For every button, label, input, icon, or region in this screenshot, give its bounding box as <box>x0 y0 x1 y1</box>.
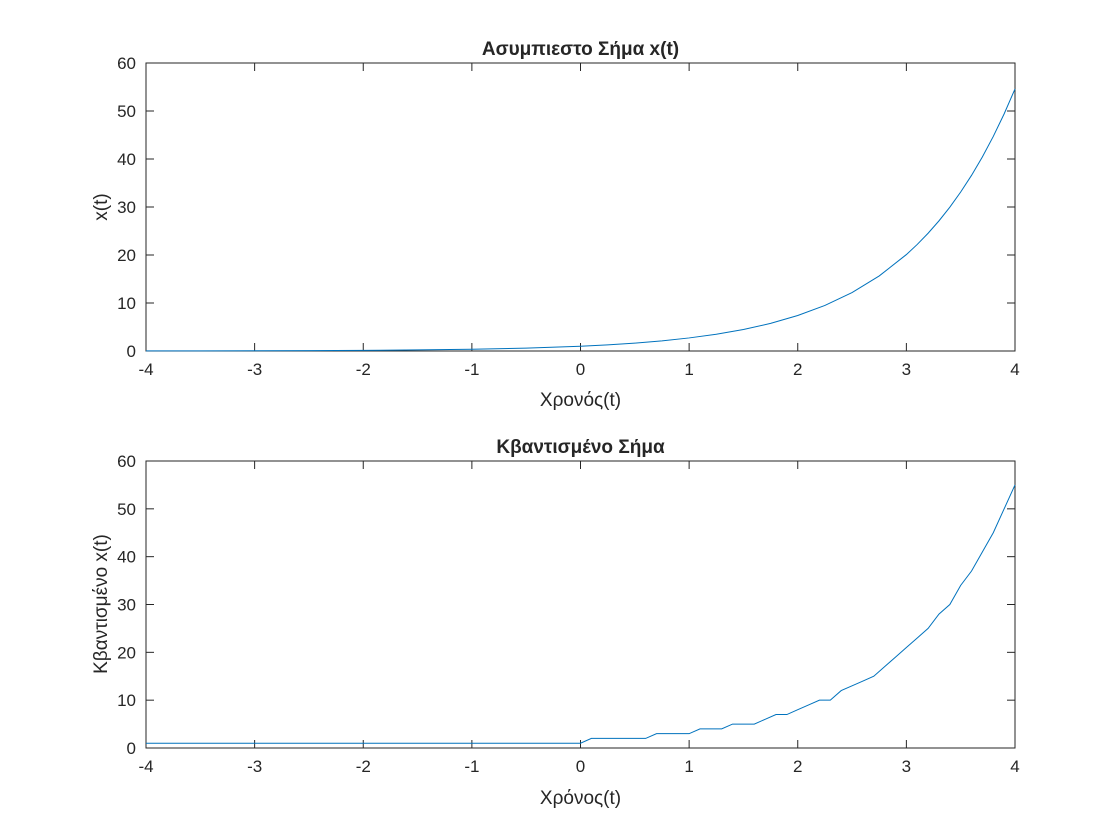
plot-title: Κβαντισμένο Σήμα <box>496 437 665 458</box>
y-tick-label: 0 <box>127 739 136 758</box>
x-tick-label: -1 <box>464 360 479 379</box>
x-tick-label: 1 <box>684 757 693 776</box>
x-tick-label: 0 <box>576 757 585 776</box>
y-tick-label: 60 <box>117 452 136 471</box>
x-tick-label: 3 <box>902 360 911 379</box>
y-tick-label: 40 <box>117 150 136 169</box>
x-axis-label: Χρόνος(t) <box>540 788 621 809</box>
x-axis-label: Χρονός(t) <box>540 390 621 411</box>
x-tick-label: -3 <box>247 360 262 379</box>
x-tick-label: -1 <box>464 757 479 776</box>
x-tick-label: 4 <box>1010 360 1019 379</box>
y-tick-label: 10 <box>117 294 136 313</box>
subplot-uncompressed-signal: Ασυμπιεστο Σήμα x(t) Χρονός(t) x(t) -4 -3… <box>91 39 1020 411</box>
y-axis-label: Κβαντισμένο x(t) <box>91 534 112 674</box>
x-tick-label: 2 <box>793 360 802 379</box>
x-tick-label: 1 <box>684 360 693 379</box>
y-tick-label: 20 <box>117 246 136 265</box>
y-tick-label: 50 <box>117 500 136 519</box>
x-tick-label: 2 <box>793 757 802 776</box>
y-tick-label: 30 <box>117 596 136 615</box>
x-tick-label: 4 <box>1010 757 1019 776</box>
y-tick-label: 60 <box>117 54 136 73</box>
x-tick-label: 3 <box>902 757 911 776</box>
y-tick-label: 40 <box>117 548 136 567</box>
x-tick-label: -2 <box>356 757 371 776</box>
y-tick-label: 50 <box>117 102 136 121</box>
x-tick-label: 0 <box>576 360 585 379</box>
y-axis-label: x(t) <box>91 193 112 220</box>
subplot-quantized-signal: Κβαντισμένο Σήμα Χρόνος(t) Κβαντισμένο x… <box>91 437 1020 809</box>
x-tick-label: -4 <box>138 360 153 379</box>
y-tick-label: 10 <box>117 691 136 710</box>
plot-area <box>145 460 1016 749</box>
plot-area <box>145 62 1016 352</box>
series-line <box>146 484 1016 744</box>
x-tick-label: -3 <box>247 757 262 776</box>
plot-title: Ασυμπιεστο Σήμα x(t) <box>482 39 679 60</box>
x-tick-label: -4 <box>138 757 153 776</box>
series-line <box>145 88 1016 352</box>
y-tick-label: 0 <box>127 342 136 361</box>
x-tick-label: -2 <box>356 360 371 379</box>
y-tick-label: 30 <box>117 198 136 217</box>
y-tick-label: 20 <box>117 643 136 662</box>
